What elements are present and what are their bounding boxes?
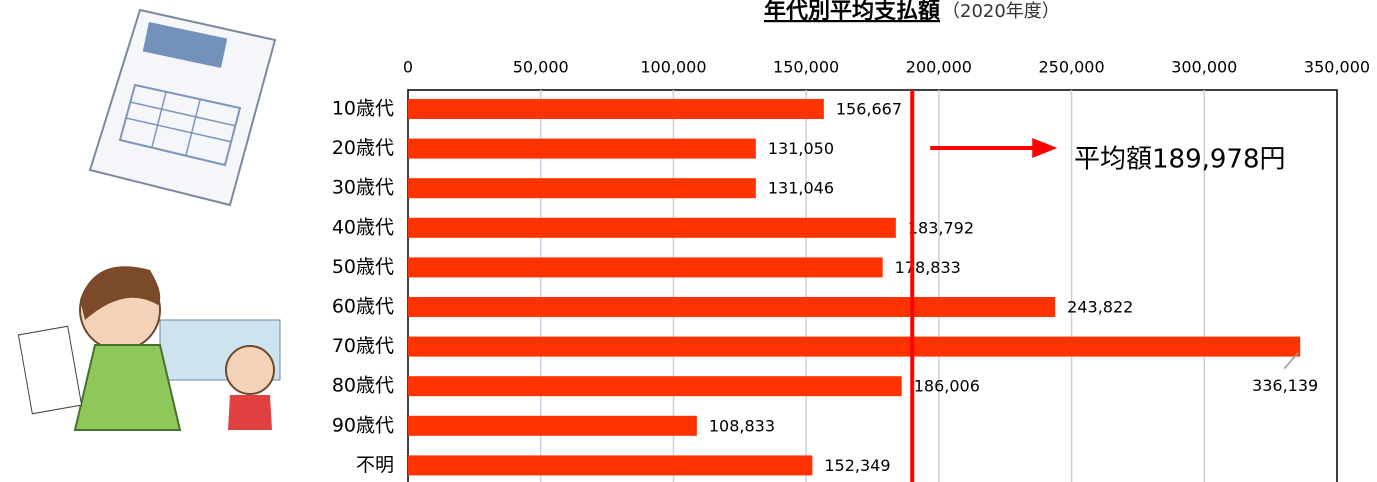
x-tick-label: 250,000 [1038,58,1104,77]
value-label: 108,833 [709,416,775,435]
y-tick-label: 20歳代 [332,137,394,159]
x-tick-label: 50,000 [513,58,569,77]
value-label: 131,046 [768,179,834,198]
bar [408,99,824,119]
value-label: 243,822 [1067,298,1133,317]
value-label: 131,050 [768,139,834,158]
annotation-arrowhead [1032,138,1058,158]
bar [408,138,756,159]
x-tick-label: 0 [403,58,413,77]
y-tick-label: 30歳代 [332,177,394,199]
bar [408,415,697,436]
bar [408,178,756,199]
bar [408,455,813,476]
invoice-illustration [88,8,277,207]
y-tick-label: 90歳代 [332,414,394,436]
y-tick-label: 10歳代 [332,98,394,120]
chart-subtitle: （2020年度） [942,1,1060,22]
y-tick-label: 70歳代 [332,335,394,357]
x-tick-label: 300,000 [1171,58,1237,77]
x-tick-label: 150,000 [773,58,839,77]
y-tick-label: 80歳代 [332,375,394,397]
value-label: 178,833 [895,258,961,277]
value-label: 186,006 [914,377,980,396]
bar [408,297,1056,317]
value-label: 336,139 [1252,376,1318,395]
x-tick-label: 200,000 [906,58,972,77]
bar [408,336,1301,357]
annotation: 平均額189,978円 [1074,145,1286,175]
value-label: 183,792 [908,218,974,237]
y-tick-label: 50歳代 [332,256,394,278]
leader-line [1283,352,1299,370]
y-tick-label: 60歳代 [332,296,394,318]
chart-title: 年代別平均支払額 [764,0,940,24]
bar [408,217,896,238]
bar [408,257,883,278]
y-tick-label: 不明 [356,454,394,476]
bar [408,376,902,397]
x-tick-label: 350,000 [1304,58,1370,77]
value-label: 152,349 [824,456,890,475]
x-tick-label: 100,000 [640,58,706,77]
value-label: 156,667 [836,100,902,119]
y-tick-label: 40歳代 [332,216,394,238]
person-illustration [17,266,281,431]
